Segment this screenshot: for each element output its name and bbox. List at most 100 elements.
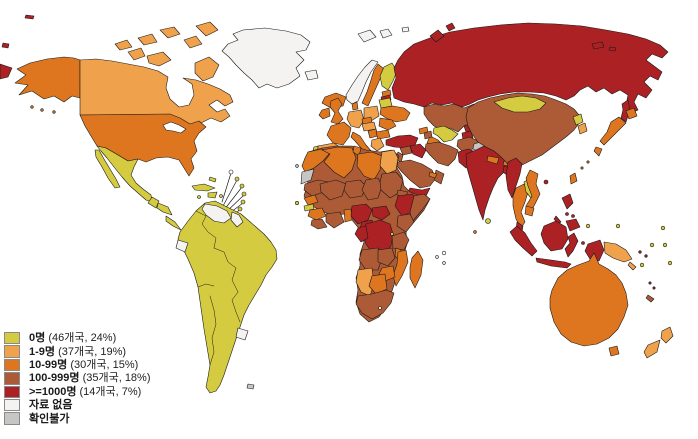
country-libya <box>356 151 383 181</box>
country-russia-chukotka-wrap <box>0 63 13 80</box>
legend-swatch-4 <box>4 385 20 398</box>
island-ryukyu <box>580 166 584 170</box>
pacific-island <box>662 242 668 248</box>
country-france <box>326 121 352 146</box>
country-myanmar <box>505 157 523 199</box>
island-baffin <box>194 56 220 82</box>
continent-south-america <box>177 200 278 394</box>
legend-swatch-5 <box>4 398 20 412</box>
great-lakes <box>162 121 187 134</box>
country-uk <box>329 97 344 125</box>
country-australia <box>549 252 629 347</box>
ph-luzon <box>561 193 574 210</box>
island-arctic-1 <box>114 39 133 51</box>
region-western-sahara <box>300 168 315 185</box>
region-east-asia <box>465 92 638 239</box>
island-hispaniola <box>207 191 218 199</box>
island-antilles-dot <box>239 183 245 189</box>
legend-bin-label: 1-9명 <box>29 345 56 358</box>
country-china <box>465 92 581 170</box>
nz-south-island <box>643 339 661 359</box>
island-arctic-2 <box>137 33 158 46</box>
island-ryukyu <box>586 160 590 164</box>
legend-row-2: 10-99명 (30개국, 15%) <box>4 358 151 372</box>
legend-bin-label: 0명 <box>29 332 46 345</box>
island-new-caledonia <box>645 294 655 303</box>
islands-seychelles <box>473 230 477 234</box>
country-guinea <box>307 207 327 221</box>
country-usa <box>79 113 207 177</box>
country-poland <box>363 105 380 122</box>
legend-row-5: 자료 없음 <box>4 398 151 412</box>
country-rwanda <box>390 232 394 236</box>
country-mali <box>319 179 347 201</box>
country-cuba <box>191 183 216 192</box>
legend-swatch-0 <box>4 332 20 345</box>
legend-bin-label: 100-999명 <box>29 372 80 385</box>
legend: 0명 (46개국, 24%) 1-9명 (37개국, 19%) 10-99명 (… <box>4 332 151 426</box>
country-senegal <box>303 194 319 206</box>
region-north-america <box>0 14 319 231</box>
island-antilles-dot <box>237 206 243 212</box>
id-sumatra <box>509 225 538 257</box>
id-moluccas <box>581 241 585 245</box>
country-lesotho <box>378 306 382 310</box>
island-antilles-dot <box>228 169 234 175</box>
country-sudan <box>379 171 404 199</box>
png-tail <box>627 261 637 271</box>
country-canada <box>79 58 234 126</box>
island-antilles-dot <box>240 199 246 205</box>
ph-visayas <box>565 212 569 216</box>
country-greece <box>370 137 385 152</box>
country-costarica-panama <box>165 215 182 231</box>
legend-label-4: >=1000명 (14개국, 7%) <box>29 386 141 399</box>
islands-solomon <box>644 254 648 258</box>
legend-label-1: 1-9명 (37개국, 19%) <box>29 346 126 359</box>
legend-bin-detail: (46개국, 24%) <box>48 332 117 345</box>
country-somalia <box>409 193 431 223</box>
island-greenland-east <box>304 69 319 81</box>
legend-bin-label: 자료 없음 <box>29 399 73 412</box>
country-gabon-congo <box>354 225 369 243</box>
legend-bin-label: >=1000명 <box>29 385 77 398</box>
sa-internal-borders <box>195 210 241 366</box>
country-zambia <box>377 247 396 267</box>
country-algeria <box>321 146 357 179</box>
country-mongolia <box>493 95 547 113</box>
legend-row-3: 100-999명 (35개국, 18%) <box>4 372 151 385</box>
legend-label-2: 10-99명 (30개국, 15%) <box>29 359 138 372</box>
island-antilles-dot <box>234 176 240 182</box>
country-chad <box>361 177 383 201</box>
legend-row-4: >=1000명 (14개국, 7%) <box>4 385 151 399</box>
islands-vanuatu <box>652 286 656 290</box>
legend-row-0: 0명 (46개국, 24%) <box>4 332 151 345</box>
pacific-island <box>639 262 645 268</box>
island-aleutian <box>40 108 44 112</box>
islands-novaya-zemlya <box>429 22 456 43</box>
country-uruguay <box>235 327 249 341</box>
island-reunion <box>442 261 446 265</box>
country-kenya <box>396 213 415 233</box>
legend-swatch-2 <box>4 358 20 372</box>
island-jamaica <box>197 195 201 199</box>
legend-bin-detail: (35개국, 18%) <box>82 372 151 385</box>
island-mauritius <box>435 255 439 259</box>
country-ecuador <box>175 239 189 253</box>
country-azerbaijan <box>423 130 433 140</box>
id-borneo <box>540 220 569 252</box>
country-usa-alaska <box>14 56 81 103</box>
country-romania <box>378 117 397 131</box>
country-ukraine <box>379 105 411 123</box>
pacific-island <box>585 223 591 229</box>
legend-swatch-3 <box>4 372 20 385</box>
japan-hokkaido <box>625 107 638 120</box>
island-bahamas <box>208 176 217 183</box>
country-sri-lanka <box>485 218 491 224</box>
island-antilles-dot <box>241 191 247 197</box>
island-arctic-3 <box>159 26 181 39</box>
id-java <box>535 257 572 269</box>
country-sierra-liberia <box>310 218 328 230</box>
country-uae <box>428 171 438 179</box>
